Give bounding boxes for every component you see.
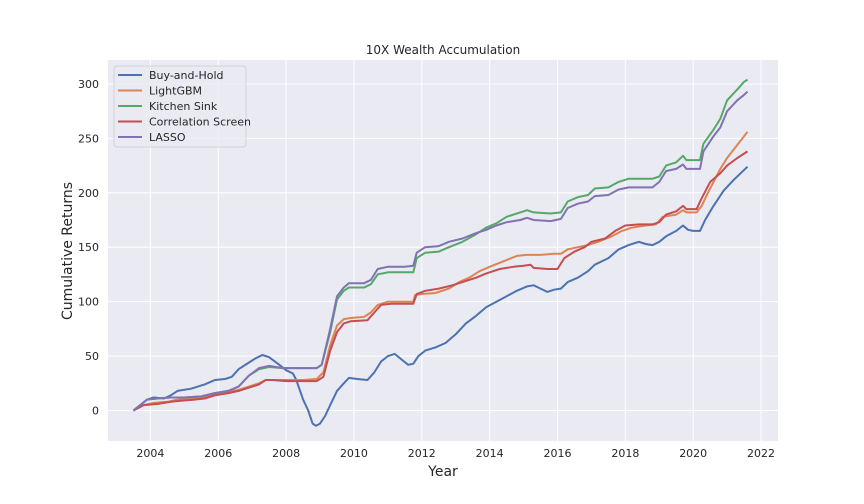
series-line-3 <box>132 150 749 412</box>
y-axis-label: Cumulative Returns <box>60 182 76 320</box>
x-tick-label: 2020 <box>679 447 707 460</box>
y-tick-label: 250 <box>78 132 99 145</box>
legend: Buy-and-Hold LightGBM Kitchen Sink Correlat… <box>113 65 251 148</box>
x-tick-label: 2016 <box>543 447 571 460</box>
y-tick-label: 0 <box>92 405 99 418</box>
legend-label-1: LightGBM <box>149 85 202 98</box>
x-axis-label: Year <box>427 464 458 480</box>
series-line-0 <box>132 165 749 427</box>
y-tick-label: 300 <box>78 78 99 91</box>
legend-label-2: Kitchen Sink <box>149 100 218 113</box>
series-line-4 <box>132 90 749 412</box>
legend-label-4: LASSO <box>149 131 186 144</box>
y-tick-label: 150 <box>78 241 99 254</box>
y-axis-ticks: 0 50 100 150 200 250 300 <box>78 78 99 418</box>
series-lines <box>132 78 749 427</box>
x-tick-label: 2014 <box>476 447 504 460</box>
y-tick-label: 200 <box>78 187 99 200</box>
x-tick-label: 2022 <box>747 447 775 460</box>
x-tick-label: 2018 <box>611 447 639 460</box>
x-tick-label: 2010 <box>340 447 368 460</box>
y-tick-label: 50 <box>85 350 99 363</box>
x-tick-label: 2008 <box>272 447 300 460</box>
legend-label-0: Buy-and-Hold <box>149 69 224 82</box>
x-tick-label: 2012 <box>408 447 436 460</box>
x-axis-ticks: 2004 2006 2008 2010 2012 2014 2016 2018 2020 2022 <box>136 447 775 460</box>
x-tick-label: 2004 <box>136 447 164 460</box>
legend-box <box>113 65 247 148</box>
chart-title: 10X Wealth Accumulation <box>366 43 520 57</box>
legend-label-3: Correlation Screen <box>149 116 251 129</box>
y-tick-label: 100 <box>78 296 99 309</box>
x-tick-label: 2006 <box>204 447 232 460</box>
